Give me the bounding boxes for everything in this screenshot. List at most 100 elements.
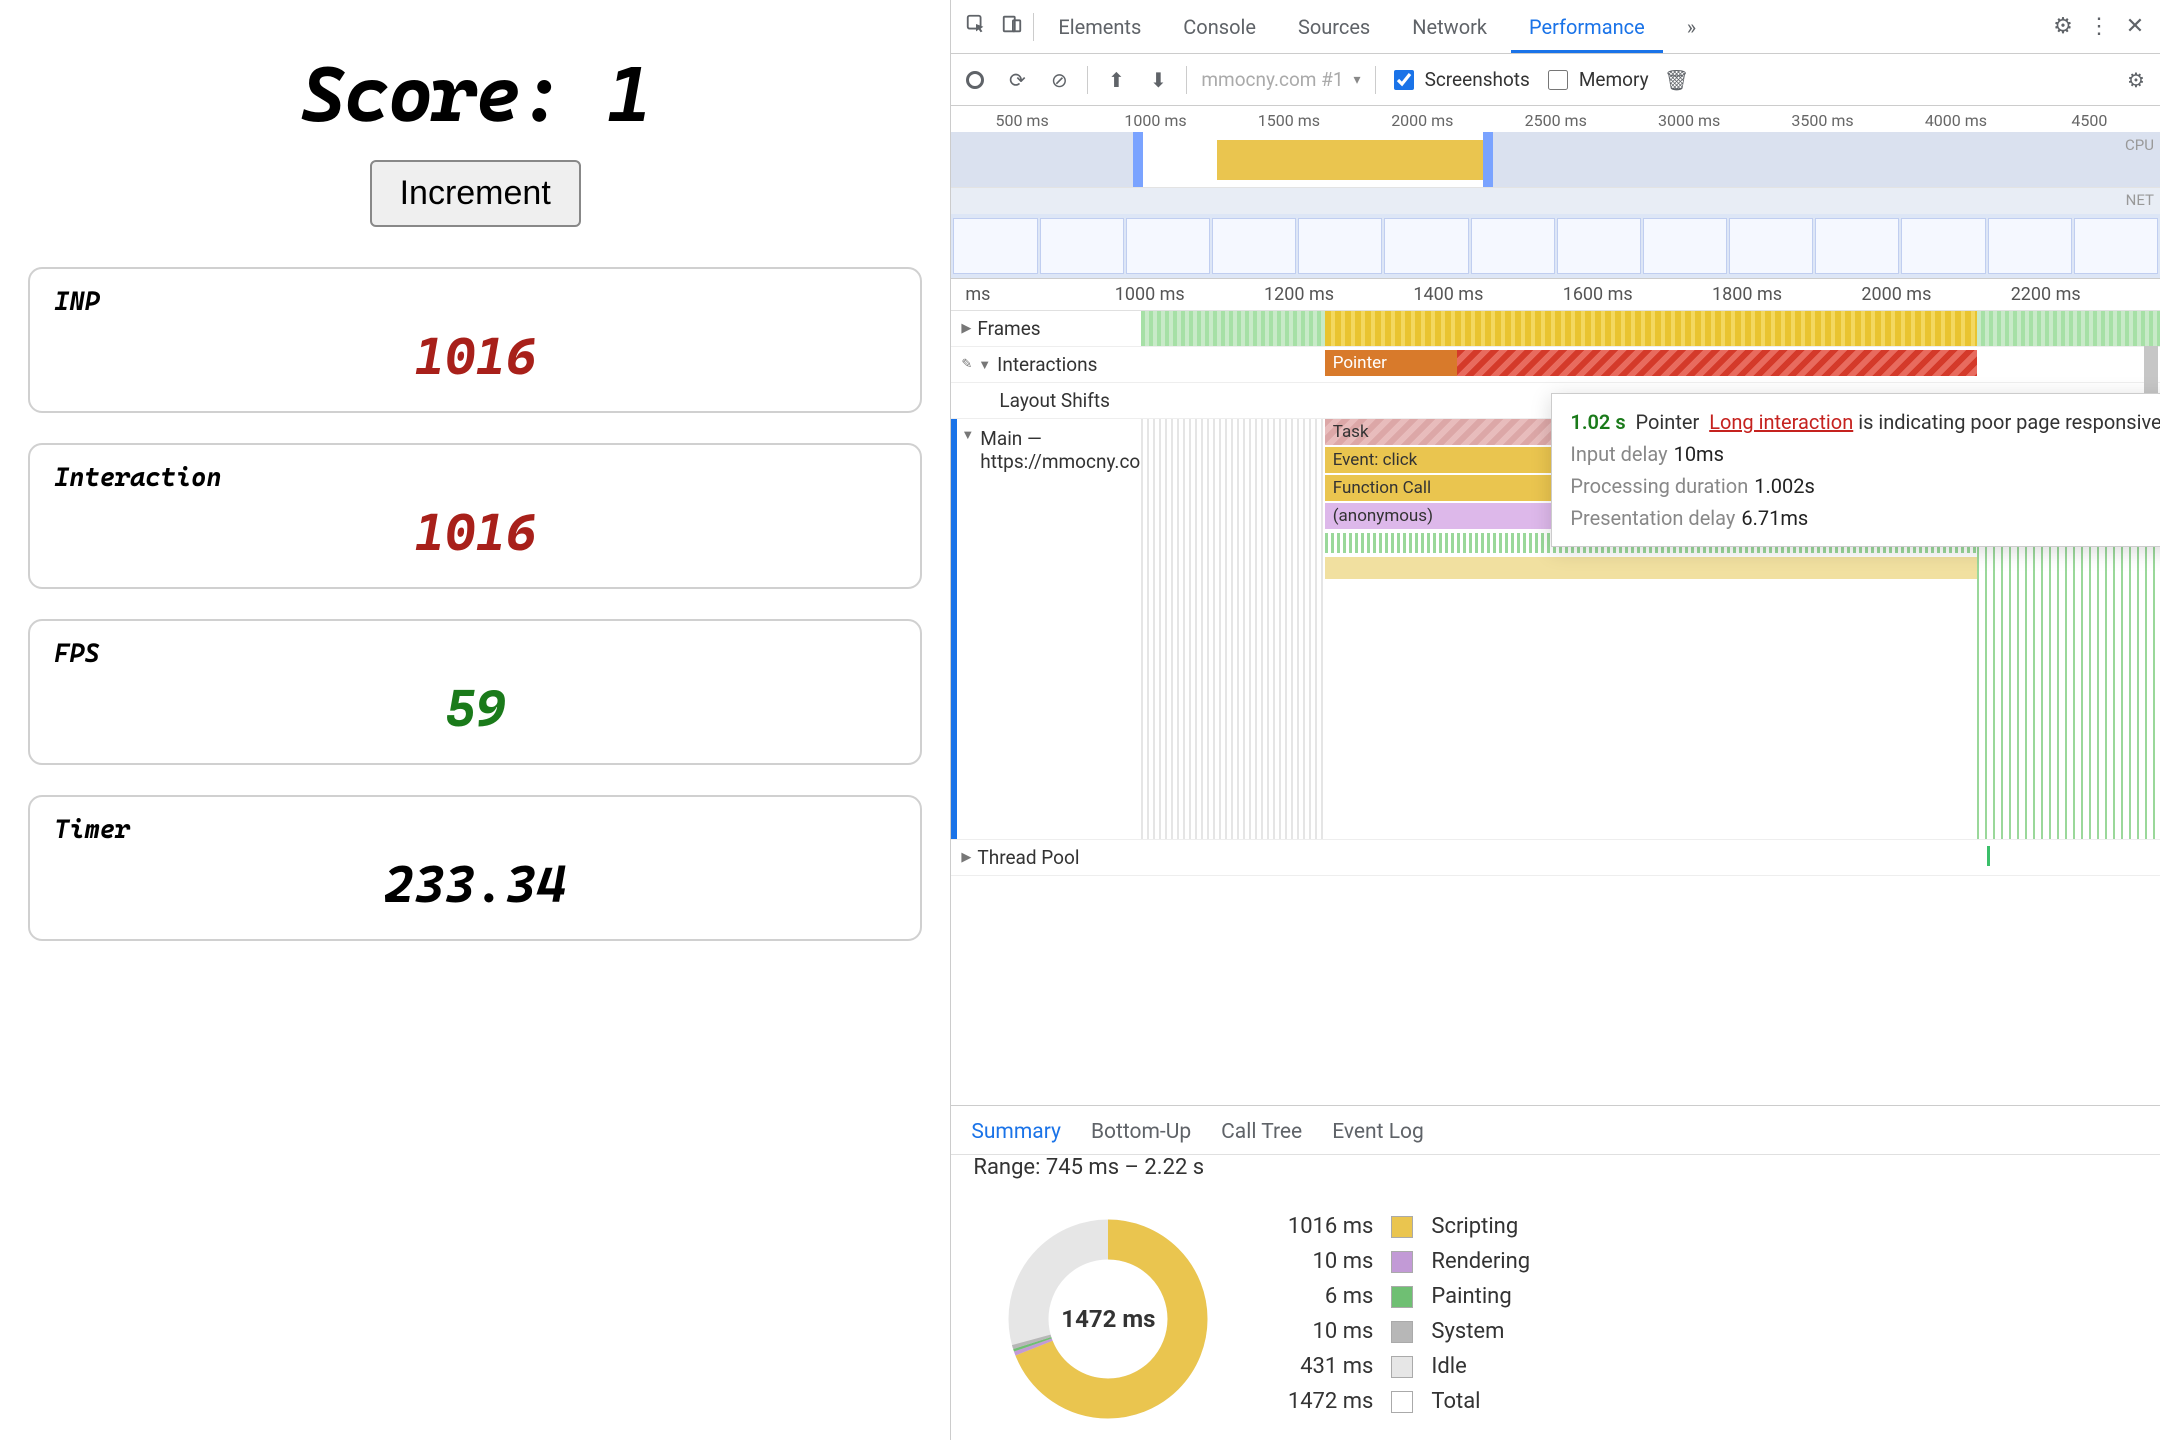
- summary-range: Range: 745 ms – 2.22 s: [951, 1155, 2160, 1180]
- metric-label: INP: [54, 287, 896, 317]
- metric-card-inp: INP 1016: [28, 267, 922, 413]
- interaction-long-tail[interactable]: [1457, 350, 1976, 376]
- chevron-down-icon: ▾: [1354, 72, 1361, 88]
- upload-icon[interactable]: ⬆: [1102, 66, 1130, 94]
- flame-ruler: ms 1000 ms 1200 ms 1400 ms 1600 ms 1800 …: [951, 279, 2160, 311]
- separator: [1087, 66, 1088, 94]
- track-layout-shifts[interactable]: Layout Shifts 1.02 s Pointer Long intera…: [951, 383, 2160, 419]
- filmstrip-thumb[interactable]: [1126, 218, 1210, 274]
- memory-input[interactable]: [1548, 70, 1568, 90]
- tab-sources[interactable]: Sources: [1280, 1, 1388, 53]
- filmstrip-thumb[interactable]: [1212, 218, 1296, 274]
- metric-value: 59: [54, 679, 896, 739]
- legend-ms: 1016 ms: [1263, 1214, 1373, 1239]
- tab-console[interactable]: Console: [1165, 1, 1274, 53]
- overview-cpu-strip: [1217, 140, 1483, 180]
- separator: [1033, 13, 1034, 41]
- flame-tracks[interactable]: ▶Frames ✎▼Interactions Pointer Layout Sh…: [951, 311, 2160, 1106]
- summary-tab-bottomup[interactable]: Bottom-Up: [1091, 1120, 1191, 1144]
- tooltip-row-value: 10ms: [1674, 442, 1724, 466]
- ruler-tick: 1500 ms: [1222, 111, 1355, 130]
- tooltip-duration: 1.02 s: [1570, 410, 1625, 434]
- tooltip-row-label: Presentation delay: [1570, 506, 1735, 530]
- filmstrip-thumb[interactable]: [953, 218, 1037, 274]
- track-thread-pool[interactable]: ▶Thread Pool: [951, 840, 2160, 876]
- tooltip-link[interactable]: Long interaction: [1709, 410, 1853, 434]
- overview-handle-right[interactable]: [1483, 132, 1493, 187]
- disclosure-triangle-icon[interactable]: ▶: [961, 321, 971, 336]
- filmstrip-thumb[interactable]: [1471, 218, 1555, 274]
- gear-icon[interactable]: ⚙: [2048, 14, 2078, 39]
- tab-performance[interactable]: Performance: [1511, 1, 1663, 53]
- tabs-overflow[interactable]: »: [1669, 1, 1714, 53]
- track-interactions[interactable]: ✎▼Interactions Pointer: [951, 347, 2160, 383]
- filmstrip-thumb[interactable]: [1040, 218, 1124, 274]
- device-toggle-icon[interactable]: [997, 13, 1027, 41]
- summary-tab-summary[interactable]: Summary: [971, 1120, 1061, 1144]
- filmstrip-thumb[interactable]: [1384, 218, 1468, 274]
- recording-selector[interactable]: mmocny.com #1 ▾: [1201, 68, 1360, 91]
- record-button[interactable]: [961, 66, 989, 94]
- legend-label: Scripting: [1431, 1214, 1530, 1239]
- legend-ms: 6 ms: [1263, 1284, 1373, 1309]
- filmstrip-thumb[interactable]: [1298, 218, 1382, 274]
- disclosure-triangle-icon[interactable]: ▼: [961, 427, 974, 443]
- screenshots-checkbox[interactable]: Screenshots: [1390, 67, 1530, 93]
- score-heading: Score: 1: [28, 50, 922, 140]
- legend-label: Painting: [1431, 1284, 1530, 1309]
- score-value: 1: [606, 50, 650, 140]
- summary-tab-calltree[interactable]: Call Tree: [1221, 1120, 1302, 1144]
- metric-value: 233.34: [54, 855, 896, 915]
- memory-checkbox[interactable]: Memory: [1544, 67, 1649, 93]
- legend-ms: 431 ms: [1263, 1354, 1373, 1379]
- download-icon[interactable]: ⬇: [1144, 66, 1172, 94]
- legend-ms: 1472 ms: [1263, 1389, 1373, 1414]
- legend-swatch-system: [1391, 1321, 1413, 1343]
- ruler-tick: 1200 ms: [1264, 284, 1413, 305]
- overview-filmstrip[interactable]: [951, 214, 2160, 278]
- screenshots-input[interactable]: [1394, 70, 1414, 90]
- increment-button[interactable]: Increment: [370, 160, 581, 227]
- tooltip-row-label: Input delay: [1570, 442, 1667, 466]
- flame-micro-yellow: [1325, 557, 1977, 579]
- filmstrip-thumb[interactable]: [1557, 218, 1641, 274]
- filmstrip-thumb[interactable]: [2074, 218, 2158, 274]
- close-icon[interactable]: ✕: [2120, 14, 2150, 39]
- filmstrip-thumb[interactable]: [1643, 218, 1727, 274]
- disclosure-triangle-icon[interactable]: ▼: [978, 357, 991, 373]
- filmstrip-thumb[interactable]: [1729, 218, 1813, 274]
- overview-handle-left[interactable]: [1133, 132, 1143, 187]
- kebab-icon[interactable]: ⋮: [2084, 14, 2114, 39]
- tab-network[interactable]: Network: [1394, 1, 1505, 53]
- metric-card-timer: Timer 233.34: [28, 795, 922, 941]
- disclosure-triangle-icon[interactable]: ▶: [961, 850, 971, 865]
- filmstrip-thumb[interactable]: [1988, 218, 2072, 274]
- track-frames[interactable]: ▶ Frames: [951, 311, 2160, 347]
- gc-icon[interactable]: 🗑: [1663, 66, 1691, 94]
- filmstrip-thumb[interactable]: [1901, 218, 1985, 274]
- track-label: Frames: [977, 317, 1040, 340]
- overview-timeline[interactable]: 500 ms 1000 ms 1500 ms 2000 ms 2500 ms 3…: [951, 106, 2160, 279]
- tab-elements[interactable]: Elements: [1040, 1, 1159, 53]
- ruler-tick: 1400 ms: [1413, 284, 1562, 305]
- edit-icon[interactable]: ✎: [961, 357, 972, 372]
- interaction-pointer-bar[interactable]: Pointer: [1325, 350, 1457, 376]
- track-label: Main — https://mmocny.co…: [980, 427, 1153, 473]
- inspect-icon[interactable]: [961, 13, 991, 41]
- summary-legend: 1016 msScripting 10 msRendering 6 msPain…: [1263, 1214, 1530, 1414]
- tooltip-msg: is indicating poor page responsiveness.: [1853, 410, 2160, 434]
- summary-tab-eventlog[interactable]: Event Log: [1332, 1120, 1424, 1144]
- settings-gear-icon[interactable]: ⚙: [2122, 66, 2150, 94]
- ruler-tick: 2500 ms: [1489, 111, 1622, 130]
- main-thread-bracket: [951, 419, 957, 839]
- overview-cpu-track[interactable]: [951, 132, 2160, 188]
- metric-value: 1016: [54, 503, 896, 563]
- filmstrip-thumb[interactable]: [1815, 218, 1899, 274]
- separator: [1186, 66, 1187, 94]
- reload-record-button[interactable]: ⟳: [1003, 66, 1031, 94]
- clear-button[interactable]: ⊘: [1045, 66, 1073, 94]
- overview-ruler: 500 ms 1000 ms 1500 ms 2000 ms 2500 ms 3…: [951, 106, 2160, 132]
- devtools-tabstrip: Elements Console Sources Network Perform…: [951, 0, 2160, 54]
- overview-net-track: [951, 188, 2160, 214]
- separator: [1375, 66, 1376, 94]
